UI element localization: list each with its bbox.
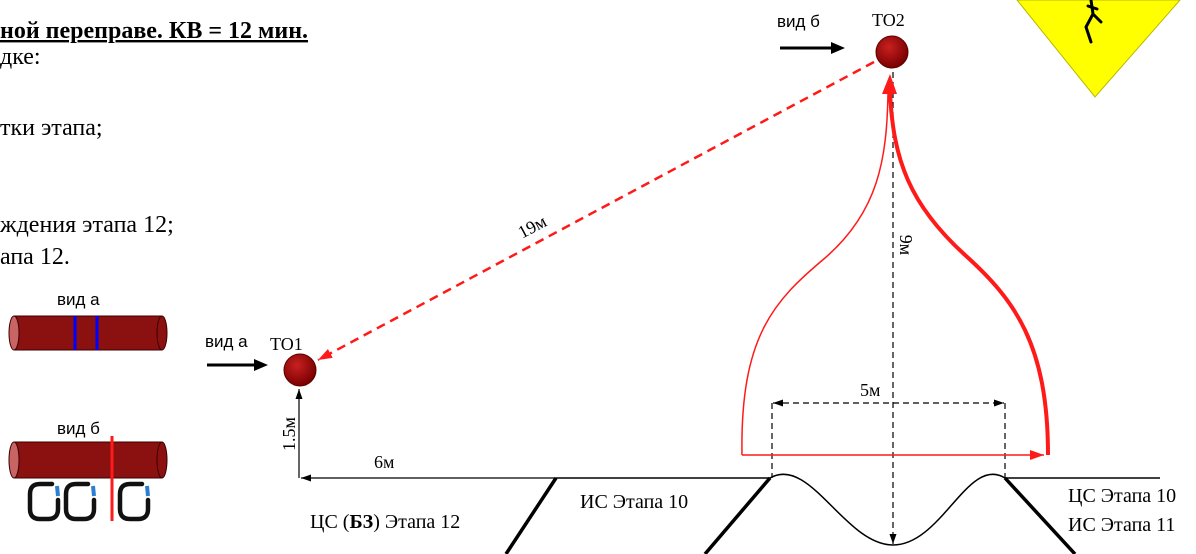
instructions-line: тки этапа;	[0, 115, 103, 141]
zone-stage10-start-label: ИС Этапа 10	[580, 491, 688, 513]
dimension-diagonal: 19м	[317, 60, 875, 362]
dimension-gap-width: 5м	[771, 380, 1006, 478]
to1-label: ТО1	[270, 334, 303, 354]
rope-end-right	[156, 441, 168, 479]
instructions-line: дке:	[0, 44, 41, 70]
instructions-line: ждения этапа 12;	[0, 212, 174, 238]
rope-arrow-head	[882, 74, 897, 94]
zone-labels: ЦС (БЗ) Этапа 12 ИС Этапа 10 ЦС Этапа 10…	[310, 485, 1176, 536]
rope-end-left	[8, 315, 20, 351]
warning-triangle-icon	[1016, 0, 1181, 98]
zone-boundary	[703, 476, 772, 554]
to2-group: вид б ТО2	[777, 10, 909, 69]
rope-segment	[13, 441, 163, 479]
rope-end-right	[156, 315, 168, 351]
to2-view-label: вид б	[777, 12, 820, 31]
zone-stage11-start-label: ИС Этапа 11	[1068, 514, 1175, 536]
zone-stage12-suffix: ) Этапа 12	[373, 511, 460, 533]
carabiner-icon	[63, 481, 97, 522]
zone-boundary	[504, 477, 558, 554]
zone-stage12-label: ЦС (БЗ) Этапа 12	[310, 511, 460, 533]
dimension-to2-height: 9м	[889, 72, 916, 544]
instructions-title: ной переправе. КВ = 12 мин.	[0, 18, 308, 44]
ravine	[769, 473, 1006, 546]
zone-stage10-end-label: ЦС Этапа 10	[1068, 485, 1176, 507]
dimension-to1-height: 1.5м	[279, 389, 303, 478]
instructions-fragment: ной переправе. КВ = 12 мин. дке: тки эта…	[0, 18, 308, 270]
rope-path	[741, 74, 1050, 460]
legend-view-b: вид б	[8, 419, 168, 522]
to2-label: ТО2	[872, 10, 905, 30]
view-arrow-head	[831, 42, 845, 54]
rope-path-thick	[888, 91, 1050, 456]
ground-profile	[504, 473, 1160, 554]
to1-node	[283, 353, 317, 387]
dimension-label: 9м	[896, 235, 916, 255]
zone-stage12-bold: БЗ	[349, 511, 373, 533]
legend-view-b-label: вид б	[57, 419, 100, 438]
carabiner-icon	[117, 481, 151, 522]
rope-segment	[13, 315, 163, 351]
zone-stage12-prefix: ЦС (	[310, 511, 350, 533]
dimension-to1-offset: 6м	[301, 452, 556, 482]
carabiner-icon	[27, 481, 61, 522]
to1-group: вид а ТО1	[205, 332, 317, 387]
zone-boundary	[1003, 476, 1077, 554]
to2-node	[875, 35, 909, 69]
dimension-label: 5м	[860, 380, 880, 400]
dimension-label: 19м	[515, 211, 550, 242]
legend-view-a-label: вид а	[57, 290, 100, 309]
to1-view-label: вид а	[205, 332, 248, 351]
instructions-line: апа 12.	[0, 244, 70, 270]
view-arrow-head	[254, 359, 268, 371]
rope-end-left	[8, 441, 20, 479]
legend-view-a: вид а	[8, 290, 168, 351]
dimension-label: 1.5м	[279, 417, 299, 451]
dimension-label: 6м	[374, 452, 394, 472]
rope-path-thin	[741, 91, 889, 456]
